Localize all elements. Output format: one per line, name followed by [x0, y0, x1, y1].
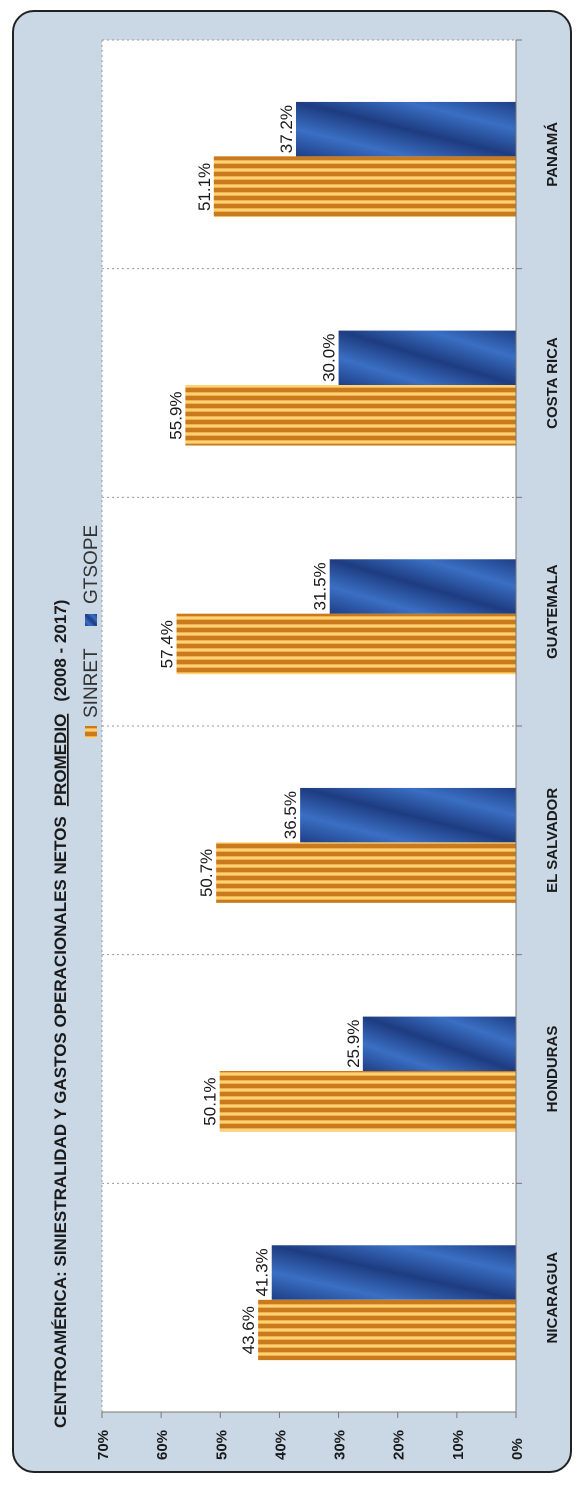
data-label-gtsope: 36.5% — [281, 791, 300, 839]
data-label-sinret: 43.6% — [239, 1306, 258, 1354]
data-labels: 43.6% 41.3% 50.1% 25.9% 50.7% 36.5% 57.4% 31.5%… — [158, 105, 363, 1354]
data-label-sinret: 57.4% — [158, 620, 177, 668]
data-label-gtsope: 41.3% — [253, 1248, 272, 1296]
legend-swatch-gtsope — [85, 614, 97, 626]
title-emphasis: PROMEDIO — [51, 714, 70, 807]
title-period: (2008 - 2017) — [51, 600, 70, 702]
data-label-gtsope: 25.9% — [344, 1020, 363, 1068]
legend: SINRET GTSOPE — [81, 525, 102, 738]
category-label: HONDURAS — [544, 1026, 561, 1113]
bar-gtsope — [300, 787, 516, 843]
value-tick-label: 70% — [95, 1430, 112, 1460]
bar-gtsope — [295, 101, 516, 157]
data-label-sinret: 50.1% — [201, 1077, 220, 1125]
bar-gtsope — [338, 330, 516, 385]
data-label-sinret: 50.7% — [197, 849, 216, 897]
bar-sinret — [258, 1299, 516, 1361]
data-label-gtsope: 30.0% — [320, 334, 339, 382]
category-label: GUATEMALA — [544, 564, 561, 659]
data-label-sinret: 51.1% — [195, 163, 214, 211]
bar-gtsope — [271, 1245, 516, 1300]
legend-label-sinret: SINRET — [81, 648, 102, 718]
category-label: EL SALVADOR — [544, 788, 561, 893]
bar-sinret — [219, 1071, 517, 1132]
legend-label-gtsope: GTSOPE — [81, 525, 102, 604]
category-axis: NICARAGUA HONDURAS EL SALVADOR GUATEMALA COS… — [516, 39, 561, 1344]
data-label-gtsope: 37.2% — [277, 105, 296, 153]
value-tick-label: 20% — [391, 1430, 408, 1460]
bar-sinret — [213, 156, 516, 217]
bar-sinret — [216, 842, 516, 903]
value-tick-label: 10% — [450, 1430, 467, 1460]
chart-title: CENTROAMÉRICA: SINIESTRALIDAD Y GASTOS O… — [51, 600, 70, 1428]
bar-sinret — [185, 385, 517, 446]
gridlines — [101, 39, 516, 1412]
category-label: COSTA RICA — [544, 337, 561, 429]
bar-gtsope — [362, 1016, 516, 1071]
data-label-gtsope: 31.5% — [311, 562, 330, 610]
legend-swatch-sinret — [85, 726, 97, 738]
value-tick-label: 0% — [509, 1438, 526, 1460]
value-tick-label: 60% — [154, 1430, 171, 1460]
category-label: NICARAGUA — [544, 1252, 561, 1344]
category-label: PANAMÁ — [544, 122, 561, 187]
value-tick-label: 50% — [213, 1430, 230, 1460]
bar-sinret — [176, 613, 516, 675]
data-label-sinret: 55.9% — [166, 391, 185, 439]
value-tick-label: 40% — [272, 1430, 289, 1460]
bars — [176, 101, 517, 1361]
value-tick-label: 30% — [332, 1430, 349, 1460]
title-main: CENTROAMÉRICA: SINIESTRALIDAD Y GASTOS O… — [51, 816, 70, 1428]
bar-gtsope — [329, 559, 516, 614]
